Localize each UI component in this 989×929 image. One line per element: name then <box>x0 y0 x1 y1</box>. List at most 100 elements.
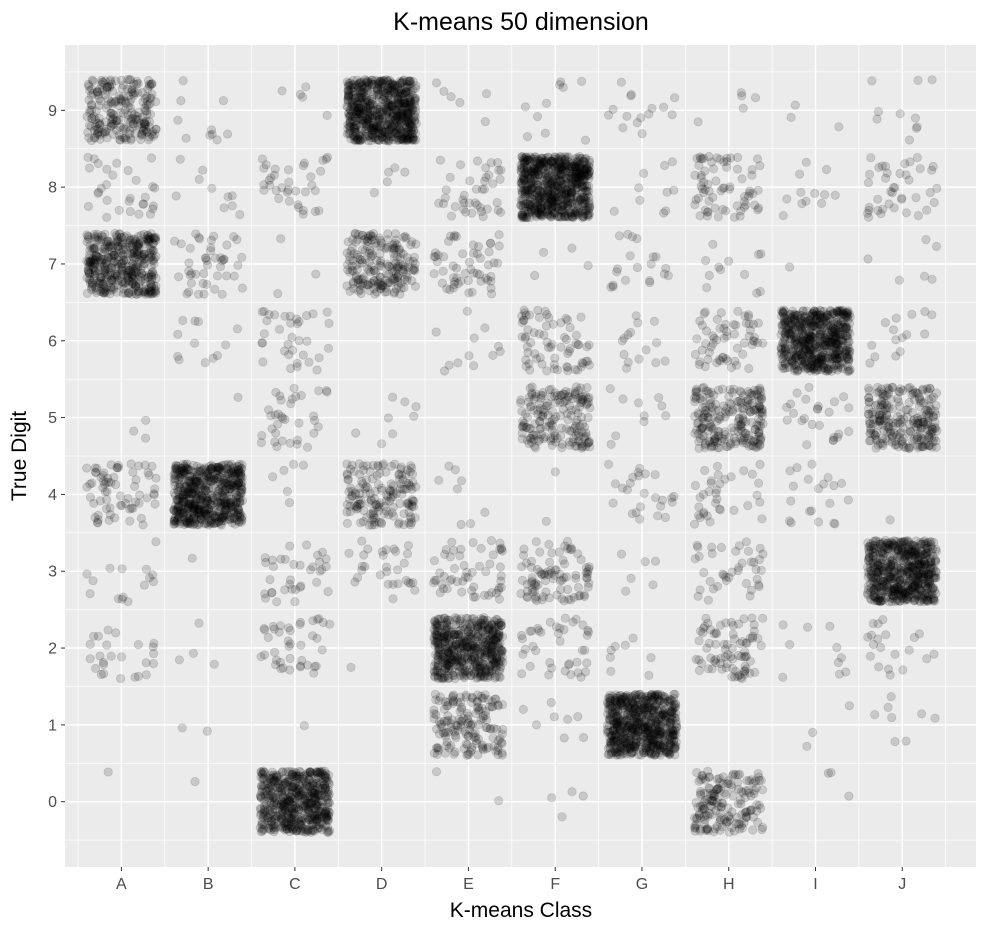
data-point <box>227 507 235 515</box>
data-point <box>432 328 440 336</box>
data-point <box>446 173 454 181</box>
data-point <box>271 411 279 419</box>
data-point <box>482 90 490 98</box>
data-point <box>351 118 359 126</box>
data-point <box>142 671 150 679</box>
data-point <box>473 201 481 209</box>
data-point <box>222 272 230 280</box>
data-point <box>197 492 205 500</box>
data-point <box>300 159 308 167</box>
data-point <box>575 175 583 183</box>
data-point <box>86 655 94 663</box>
data-point <box>143 97 151 105</box>
data-point <box>311 187 319 195</box>
data-point <box>444 698 452 706</box>
data-point <box>186 244 194 252</box>
data-point <box>228 202 236 210</box>
data-point <box>116 230 124 238</box>
data-point <box>272 186 280 194</box>
data-point <box>463 643 471 651</box>
data-point <box>83 570 91 578</box>
data-point <box>459 669 467 677</box>
data-point <box>192 478 200 486</box>
data-point <box>430 270 438 278</box>
data-point <box>470 733 478 741</box>
data-point <box>272 777 280 785</box>
data-point <box>139 521 147 529</box>
data-point <box>302 83 310 91</box>
data-point <box>495 595 503 603</box>
data-point <box>269 563 277 571</box>
data-point <box>180 513 188 521</box>
data-point <box>307 173 315 181</box>
data-point <box>400 90 408 98</box>
data-point <box>89 259 97 267</box>
data-point <box>187 279 195 287</box>
data-point <box>585 199 593 207</box>
data-point <box>151 184 159 192</box>
data-point <box>403 550 411 558</box>
data-point <box>435 476 443 484</box>
data-point <box>99 670 107 678</box>
data-point <box>236 210 244 218</box>
data-point <box>213 351 221 359</box>
data-point <box>260 802 268 810</box>
data-point <box>391 547 399 555</box>
data-point <box>179 77 187 85</box>
data-point <box>195 175 203 183</box>
data-point <box>473 269 481 277</box>
data-point <box>457 705 465 713</box>
data-point <box>228 519 236 527</box>
data-point <box>345 549 353 557</box>
data-point <box>238 253 246 261</box>
data-point <box>266 575 274 583</box>
data-point <box>304 808 312 816</box>
data-point <box>367 232 375 240</box>
data-point <box>150 491 158 499</box>
data-point <box>363 242 371 250</box>
data-point <box>377 518 385 526</box>
data-point <box>577 363 585 371</box>
data-point <box>486 239 494 247</box>
data-point <box>283 487 291 495</box>
data-point <box>364 137 372 145</box>
data-point <box>284 624 292 632</box>
data-point <box>259 358 267 366</box>
data-point <box>396 109 404 117</box>
data-point <box>537 154 545 162</box>
data-point <box>495 797 503 805</box>
data-point <box>384 230 392 238</box>
data-point <box>406 109 414 117</box>
data-point <box>116 674 124 682</box>
data-point <box>495 231 503 239</box>
data-point <box>444 237 452 245</box>
data-point <box>432 768 440 776</box>
data-point <box>110 257 118 265</box>
data-point <box>324 587 332 595</box>
data-point <box>350 250 358 258</box>
data-point <box>283 188 291 196</box>
data-point <box>189 649 197 657</box>
data-point <box>313 791 321 799</box>
data-point <box>191 777 199 785</box>
data-point <box>533 112 541 120</box>
data-point <box>103 641 111 649</box>
data-point <box>379 460 387 468</box>
data-point <box>585 175 593 183</box>
data-point <box>412 483 420 491</box>
data-point <box>174 330 182 338</box>
data-point <box>315 387 323 395</box>
data-point <box>457 723 465 731</box>
data-point <box>134 640 142 648</box>
data-point <box>468 615 476 623</box>
data-point <box>278 87 286 95</box>
data-point <box>372 239 380 247</box>
data-point <box>315 821 323 829</box>
data-point <box>102 181 110 189</box>
data-point <box>142 565 150 573</box>
data-point <box>383 178 391 186</box>
data-point <box>269 622 277 630</box>
data-point <box>364 545 372 553</box>
data-point <box>132 176 140 184</box>
data-point <box>381 86 389 94</box>
